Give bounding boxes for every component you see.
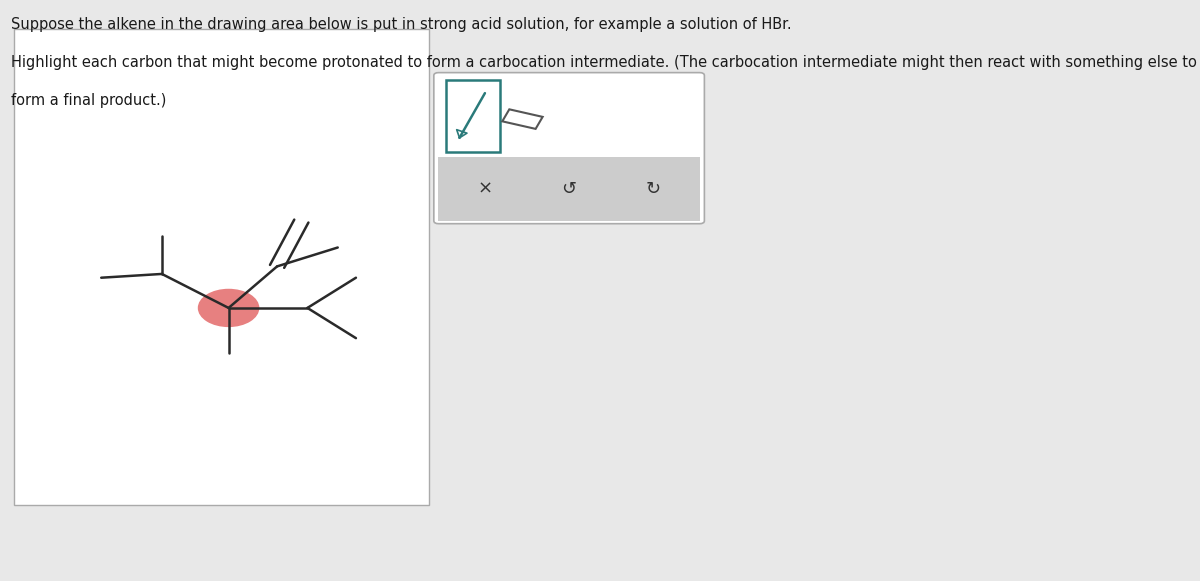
- FancyBboxPatch shape: [434, 73, 704, 224]
- Text: ×: ×: [478, 180, 493, 198]
- Text: form a final product.): form a final product.): [11, 93, 167, 108]
- FancyBboxPatch shape: [14, 29, 430, 505]
- Text: Highlight each carbon that might become protonated to form a carbocation interme: Highlight each carbon that might become …: [11, 55, 1198, 70]
- Text: ↺: ↺: [562, 180, 577, 198]
- Text: Suppose the alkene in the drawing area below is put in strong acid solution, for: Suppose the alkene in the drawing area b…: [11, 17, 792, 33]
- Text: ↻: ↻: [646, 180, 660, 198]
- FancyBboxPatch shape: [446, 80, 500, 152]
- FancyBboxPatch shape: [438, 157, 700, 221]
- Circle shape: [198, 289, 259, 327]
- FancyBboxPatch shape: [0, 0, 932, 581]
